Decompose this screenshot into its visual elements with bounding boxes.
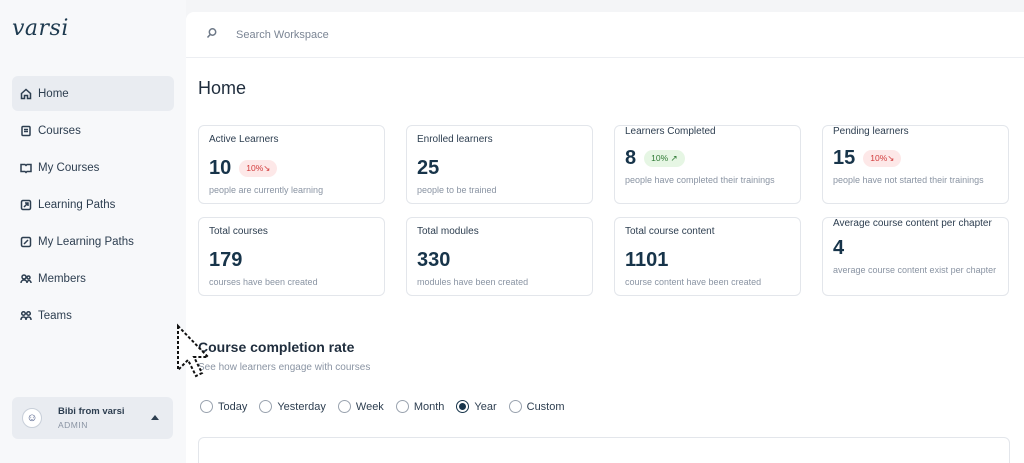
radio-button[interactable] [395,400,409,413]
sidebar-item-learning-paths[interactable]: Learning Paths [12,187,174,222]
card-value: 179 [209,249,243,271]
completion-chart-panel [198,437,1010,463]
stat-card-total-courses: Total courses 179 courses have been crea… [198,217,385,296]
open-book-icon [20,162,32,174]
card-description: modules have been created [417,277,529,287]
card-label: Pending learners [833,126,909,137]
card-label: Total modules [417,226,479,237]
card-description: average course content exist per chapter [833,265,997,275]
section-subtitle: See how learners engage with courses [198,362,371,373]
sidebar-item-teams[interactable]: Teams [12,298,174,333]
range-option-year[interactable]: Year [456,400,497,413]
sidebar-item-label: Courses [38,124,81,137]
card-label: Total course content [625,226,715,237]
card-label: Learners Completed [625,126,716,137]
range-label: Year [474,400,497,413]
path-icon [20,199,32,211]
radio-button[interactable] [200,400,213,413]
stat-card-enrolled-learners: Enrolled learners 25 people to be traine… [406,125,593,204]
stat-card-total-modules: Total modules 330 modules have been crea… [406,217,593,296]
card-label: Enrolled learners [417,134,493,145]
card-value: 330 [417,249,451,271]
card-value: 15 [833,147,856,169]
sidebar-nav: Home Courses My Courses Learning Paths M… [12,76,174,335]
caret-up-icon[interactable] [151,415,159,420]
card-description: courses have been created [209,277,318,287]
members-icon [20,273,32,285]
card-value: 4 [833,237,845,259]
top-bar [186,12,1024,58]
range-label: Today [218,400,248,413]
card-value: 10 [209,157,232,179]
stat-card-learners-completed: Learners Completed 8 10% ↗ people have c… [614,125,801,204]
search-input[interactable] [236,28,536,41]
card-label: Average course content per chapter [833,218,992,229]
card-value: 25 [417,157,440,179]
range-label: Yesterday [277,400,326,413]
stat-card-pending-learners: Pending learners 15 10%↘ people have not… [822,125,1009,204]
sidebar-item-members[interactable]: Members [12,261,174,296]
radio-button[interactable] [259,400,273,413]
trend-badge: 10%↘ [239,160,278,177]
card-description: course content have been created [625,277,762,287]
sidebar-item-my-learning-paths[interactable]: My Learning Paths [12,224,174,259]
avatar: ☺ [22,408,42,428]
sidebar: varsi Home Courses My Courses Learning P… [0,0,186,463]
range-label: Custom [526,400,565,413]
range-label: Month [413,400,445,413]
user-info: Bibi from varsi ADMIN [58,406,125,430]
sidebar-item-label: Members [38,272,86,285]
radio-button-selected[interactable] [456,400,470,413]
user-role: ADMIN [58,420,88,430]
user-menu[interactable]: ☺ Bibi from varsi ADMIN [12,397,173,439]
sidebar-item-label: Learning Paths [38,198,116,211]
card-description: people are currently learning [209,185,324,195]
search-icon [206,26,218,44]
radio-button[interactable] [337,400,351,413]
section-title: Course completion rate [198,339,355,355]
home-icon [20,87,32,100]
sidebar-item-label: My Courses [38,161,100,174]
main-content: Home Active Learners 10 10%↘ people are … [186,12,1024,463]
sidebar-item-my-courses[interactable]: My Courses [12,150,174,185]
stat-card-active-learners: Active Learners 10 10%↘ people are curre… [198,125,385,204]
sidebar-item-label: Home [38,87,69,100]
user-name: Bibi from varsi [58,406,125,417]
card-description: people to be trained [417,185,497,195]
sidebar-item-label: Teams [38,309,72,322]
card-description: people have not started their trainings [833,175,984,185]
stat-card-total-course-content: Total course content 1101 course content… [614,217,801,296]
range-option-today[interactable]: Today [200,400,247,413]
range-option-week[interactable]: Week [337,400,384,413]
path-book-icon [20,236,32,248]
trend-badge: 10% ↗ [644,150,685,167]
app-logo[interactable]: varsi [12,16,69,41]
sidebar-item-home[interactable]: Home [12,76,174,111]
date-range-selector: Today Yesterday Week Month Year Custom [200,400,577,413]
teams-icon [20,310,32,322]
card-description: people have completed their trainings [625,175,775,185]
radio-button[interactable] [508,400,522,413]
sidebar-item-label: My Learning Paths [38,235,134,248]
card-value: 1101 [625,249,669,271]
stat-card-average-content-per-chapter: Average course content per chapter 4 ave… [822,217,1009,296]
card-value: 8 [625,147,637,169]
card-label: Active Learners [209,134,279,145]
mouse-pointer-icon [177,323,211,378]
card-label: Total courses [209,226,268,237]
book-icon [20,125,32,137]
sidebar-item-courses[interactable]: Courses [12,113,174,148]
page-title: Home [198,78,247,98]
trend-badge: 10%↘ [863,150,902,167]
range-option-month[interactable]: Month [395,400,445,413]
range-option-yesterday[interactable]: Yesterday [259,400,326,413]
range-option-custom[interactable]: Custom [508,400,565,413]
range-label: Week [355,400,384,413]
